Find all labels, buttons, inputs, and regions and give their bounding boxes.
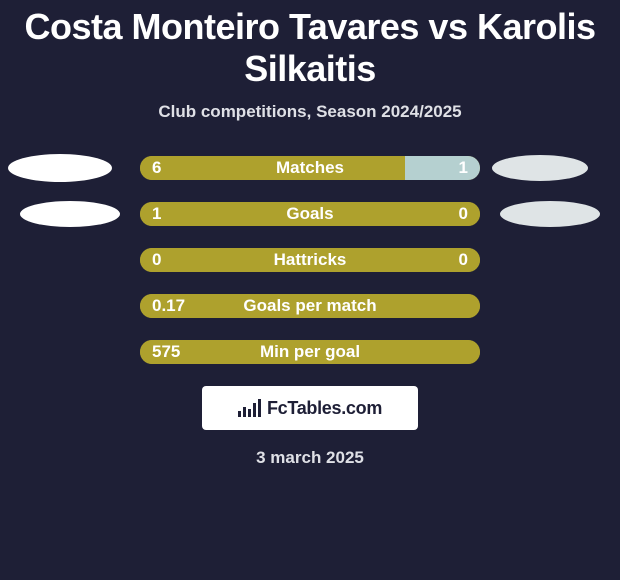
player-right-blob xyxy=(492,155,588,181)
stat-label: Goals per match xyxy=(0,294,620,318)
stat-row: 00Hattricks xyxy=(0,248,620,272)
logo-chart-icon xyxy=(238,399,261,417)
stat-row: 0.17Goals per match xyxy=(0,294,620,318)
stat-label: Min per goal xyxy=(0,340,620,364)
page-subtitle: Club competitions, Season 2024/2025 xyxy=(0,102,620,122)
stat-label: Hattricks xyxy=(0,248,620,272)
footer-date: 3 march 2025 xyxy=(0,448,620,468)
comparison-chart: 61Matches10Goals00Hattricks0.17Goals per… xyxy=(0,156,620,364)
logo-box: FcTables.com xyxy=(202,386,418,430)
player-left-blob xyxy=(8,154,112,182)
player-right-blob xyxy=(500,201,600,227)
stat-row: 575Min per goal xyxy=(0,340,620,364)
logo-text: FcTables.com xyxy=(267,398,382,419)
page-root: Costa Monteiro Tavares vs Karolis Silkai… xyxy=(0,0,620,580)
player-left-blob xyxy=(20,201,120,227)
page-title: Costa Monteiro Tavares vs Karolis Silkai… xyxy=(0,0,620,90)
